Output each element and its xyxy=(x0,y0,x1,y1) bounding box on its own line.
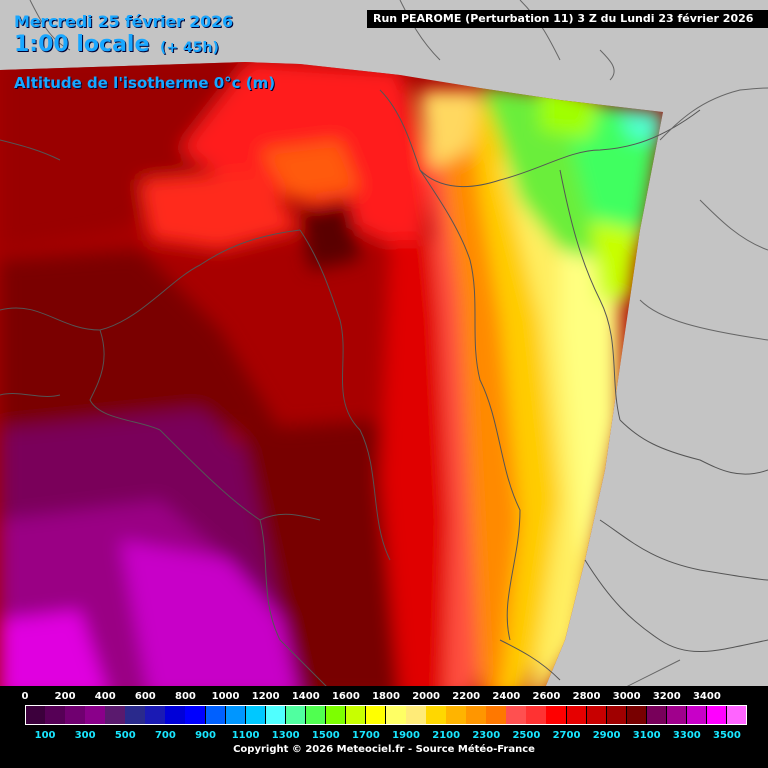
legend-top-label: 1800 xyxy=(372,691,400,702)
legend-bottom-label: 2100 xyxy=(432,730,461,741)
legend-bar: 0 200 400 600 800 1000 1200 1400 1600 1800 2000 220… xyxy=(0,686,768,768)
legend-swatch xyxy=(426,705,447,725)
legend-swatch xyxy=(265,705,287,725)
legend-bottom-label: 3300 xyxy=(672,730,701,741)
legend-swatch xyxy=(365,705,387,725)
legend-top-label: 3400 xyxy=(692,691,721,702)
legend-bottom-label: 700 xyxy=(154,730,176,741)
legend-swatch xyxy=(25,705,46,725)
legend-bottom-label: 1900 xyxy=(392,730,420,741)
legend-bottom-label: 3500 xyxy=(713,730,741,741)
legend-swatch xyxy=(45,705,66,725)
legend-bottom-label: 1500 xyxy=(311,730,340,741)
legend-bottom-label: 1300 xyxy=(271,730,300,741)
legend-bottom-label: 900 xyxy=(195,730,216,741)
legend-swatch xyxy=(145,705,166,725)
legend-swatch xyxy=(506,705,527,725)
forecast-lead: (+ 45h) xyxy=(160,40,219,56)
legend-top-label: 1400 xyxy=(291,691,320,702)
legend-swatch xyxy=(65,705,86,725)
legend-top-label: 0 xyxy=(21,691,29,702)
legend-top-label: 2600 xyxy=(532,691,561,702)
legend-swatch xyxy=(626,705,648,725)
legend-swatch xyxy=(726,705,748,725)
legend-top-label: 400 xyxy=(94,691,116,702)
legend-top-label: 2200 xyxy=(452,691,481,702)
map-borders xyxy=(0,89,768,701)
legend-swatch xyxy=(646,705,668,725)
legend-top-label: 2000 xyxy=(412,691,441,702)
legend-swatch xyxy=(185,705,206,725)
legend-bottom-label: 1100 xyxy=(231,730,260,741)
legend-swatch xyxy=(165,705,186,725)
legend-bottom-label: 2900 xyxy=(592,730,621,741)
forecast-time: 1:00 locale xyxy=(14,32,150,57)
legend-swatch xyxy=(666,705,688,725)
outside-borders xyxy=(29,0,768,701)
legend-top-label: 600 xyxy=(134,691,156,702)
legend-swatch xyxy=(406,705,427,725)
legend-swatch xyxy=(586,705,608,725)
legend-swatch xyxy=(305,705,327,725)
legend-swatch xyxy=(85,705,106,725)
legend-top-label: 1600 xyxy=(331,691,360,702)
legend-bottom-label: 100 xyxy=(34,730,56,741)
legend-bottom-label: 2500 xyxy=(512,730,541,741)
legend-swatch xyxy=(526,705,547,725)
legend-swatch xyxy=(105,705,126,725)
legend-top-label: 1000 xyxy=(211,691,240,702)
legend-top-label: 3200 xyxy=(652,691,681,702)
forecast-date: Mercredi 25 février 2026 xyxy=(14,12,233,31)
legend-top-label: 200 xyxy=(54,691,76,702)
legend-swatch xyxy=(566,705,588,725)
legend-swatch xyxy=(245,705,267,725)
legend-swatch xyxy=(466,705,487,725)
legend-swatch xyxy=(386,705,407,725)
legend-bottom-label: 3100 xyxy=(632,730,661,741)
legend-swatch xyxy=(125,705,146,725)
parameter-title: Altitude de l'isotherme 0°c (m) xyxy=(14,74,276,92)
legend-swatch xyxy=(546,705,567,725)
legend-swatch xyxy=(686,705,708,725)
legend-swatch xyxy=(285,705,307,725)
legend-swatch xyxy=(706,705,728,725)
legend-bottom-label: 2300 xyxy=(472,730,501,741)
legend-top-label: 1200 xyxy=(251,691,280,702)
legend-swatch xyxy=(325,705,347,725)
legend-top-label: 2400 xyxy=(492,691,521,702)
legend-swatch xyxy=(446,705,467,725)
legend-bottom-label: 1700 xyxy=(352,730,380,741)
legend-top-label: 3000 xyxy=(612,691,641,702)
legend-swatch xyxy=(345,705,367,725)
legend-swatch xyxy=(606,705,628,725)
legend-top-label: 2800 xyxy=(572,691,601,702)
run-info-banner: Run PEAROME (Perturbation 11) 3 Z du Lun… xyxy=(367,10,768,28)
legend-top-label: 800 xyxy=(175,691,196,702)
copyright: Copyright © 2026 Meteociel.fr - Source M… xyxy=(233,744,535,755)
legend-swatch xyxy=(225,705,247,725)
legend-bottom-label: 2700 xyxy=(552,730,581,741)
legend-swatch xyxy=(486,705,507,725)
legend-bottom-label: 500 xyxy=(114,730,136,741)
legend-bottom-label: 300 xyxy=(74,730,96,741)
legend-swatch xyxy=(205,705,227,725)
